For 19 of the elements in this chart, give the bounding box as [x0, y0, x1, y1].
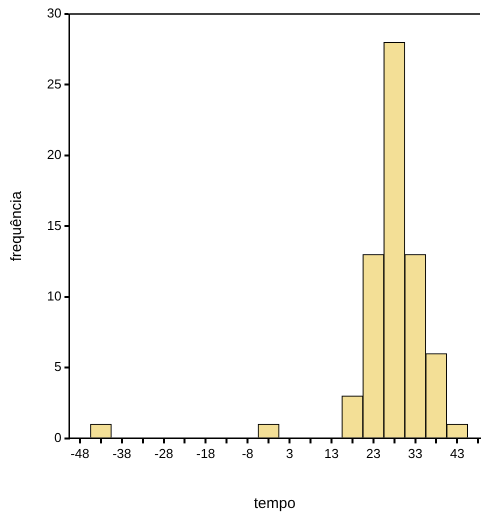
- x-tick-label: -28: [154, 446, 174, 461]
- x-tick-label: -48: [70, 446, 90, 461]
- x-tick-label: 13: [324, 446, 339, 461]
- x-tick-label: 3: [286, 446, 294, 461]
- y-tick-label: 0: [54, 430, 62, 445]
- y-tick-label: 15: [46, 218, 62, 233]
- x-tick-label: -8: [242, 446, 254, 461]
- y-tick-label: 10: [46, 288, 62, 304]
- x-tick-label: -38: [112, 446, 132, 461]
- y-tick-label: 20: [46, 147, 62, 162]
- x-tick-label: 23: [366, 446, 381, 461]
- y-axis-title: frequência: [8, 190, 26, 262]
- x-axis-title: tempo: [254, 495, 296, 512]
- x-tick-label: 43: [450, 446, 464, 461]
- y-tick-label: 30: [46, 6, 62, 21]
- x-tick-label: 33: [408, 446, 423, 461]
- x-tick-label: -18: [196, 446, 216, 461]
- y-tick-label: 25: [46, 76, 62, 92]
- y-tick-label: 5: [54, 359, 62, 374]
